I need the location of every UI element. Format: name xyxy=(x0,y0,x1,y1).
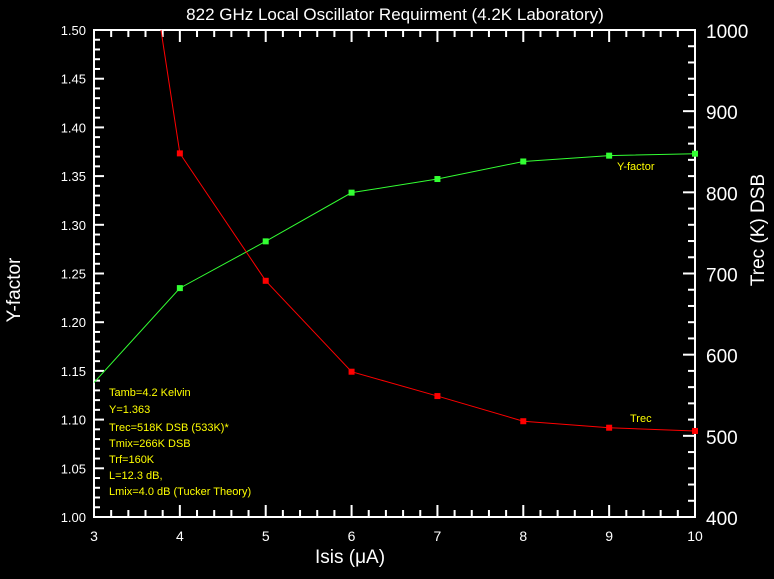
data-point xyxy=(176,285,183,292)
y2-axis-label: Trec (K) DSB xyxy=(748,174,769,286)
data-point xyxy=(692,427,698,434)
data-point xyxy=(434,393,441,400)
y-tick-label: 1.30 xyxy=(61,218,86,233)
annotation-y: Y=1.363 xyxy=(109,404,150,416)
annotation-tamb: Tamb=4.2 Kelvin xyxy=(109,387,191,399)
y-axis-label: Y-factor xyxy=(4,257,25,322)
y2-tick-label: 600 xyxy=(706,347,738,368)
x-tick-label: 5 xyxy=(262,528,270,544)
x-tick-label: 8 xyxy=(519,528,527,544)
annotation-loss: L=12.3 dB, xyxy=(109,470,163,482)
annotation-trec: Trec=518K DSB (533K)* xyxy=(109,422,229,434)
data-point xyxy=(434,176,441,183)
y-tick-label: 1.35 xyxy=(61,169,86,184)
y-tick-label: 1.10 xyxy=(61,413,86,428)
annotation-tmix: Tmix=266K DSB xyxy=(109,438,191,450)
data-point xyxy=(262,277,269,284)
data-point xyxy=(692,150,698,157)
x-tick-label: 3 xyxy=(90,528,98,544)
y2-tick-label: 400 xyxy=(706,509,738,530)
y2-tick-label: 700 xyxy=(706,266,738,287)
x-axis-label: Isis (μA) xyxy=(315,547,385,568)
y-tick-label: 1.00 xyxy=(61,510,86,525)
trec-series-label: Trec xyxy=(630,413,652,425)
y-tick-label: 1.20 xyxy=(61,315,86,330)
yfactor-series-label: Y-factor xyxy=(617,161,655,173)
y-tick-label: 1.50 xyxy=(61,23,86,38)
y2-tick-label: 800 xyxy=(706,184,738,205)
data-point xyxy=(262,238,269,245)
y2-tick-label: 500 xyxy=(706,428,738,449)
annotation-trf: Trf=160K xyxy=(109,454,155,466)
yfactor-line xyxy=(93,153,696,383)
y-tick-label: 1.25 xyxy=(61,267,86,282)
x-tick-label: 4 xyxy=(176,528,184,544)
y-tick-label: 1.45 xyxy=(61,72,86,87)
annotation-box: Tamb=4.2 Kelvin Y=1.363 Trec=518K DSB (5… xyxy=(109,387,251,498)
x-tick-label: 7 xyxy=(434,528,442,544)
data-point xyxy=(348,189,355,196)
chart-title: 822 GHz Local Oscillator Requirment (4.2… xyxy=(186,5,604,24)
x-tick-label: 9 xyxy=(605,528,613,544)
y2-tick-label: 1000 xyxy=(706,22,748,43)
x-tick-label: 6 xyxy=(348,528,356,544)
y-tick-label: 1.15 xyxy=(61,364,86,379)
data-point xyxy=(176,150,183,157)
y2-tick-label: 900 xyxy=(706,103,738,124)
data-point xyxy=(348,368,355,375)
data-point xyxy=(520,158,527,165)
y-tick-label: 1.05 xyxy=(61,461,86,476)
y-tick-label: 1.40 xyxy=(61,120,86,135)
data-point xyxy=(606,424,613,431)
trec-line xyxy=(160,29,696,432)
x-tick-label: 10 xyxy=(687,528,703,544)
data-point xyxy=(520,418,527,425)
annotation-lmix: Lmix=4.0 dB (Tucker Theory) xyxy=(109,486,251,498)
data-point xyxy=(606,152,613,159)
